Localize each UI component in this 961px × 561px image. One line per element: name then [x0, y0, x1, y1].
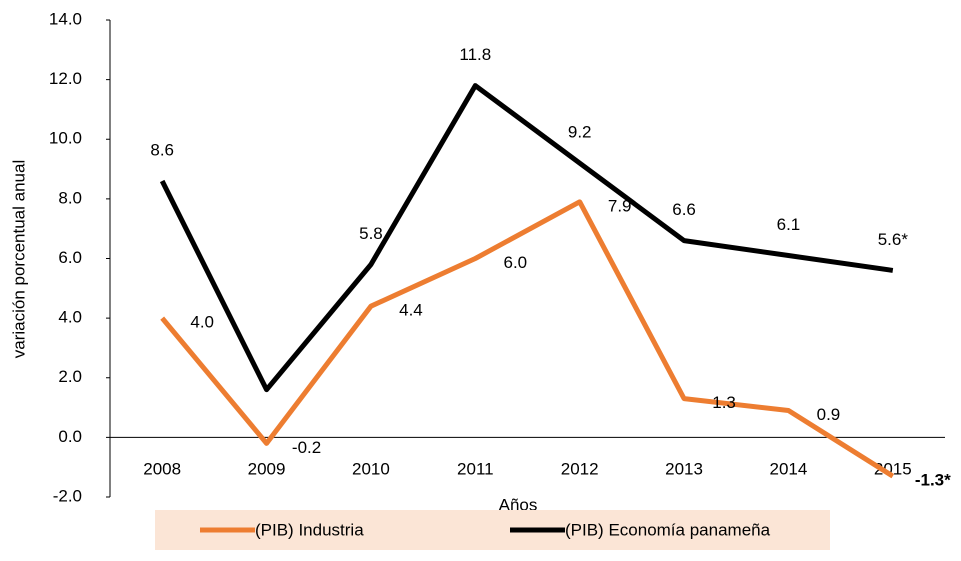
series-line — [159, 83, 894, 393]
series-line — [160, 199, 895, 479]
x-tick-label: 2013 — [665, 459, 703, 478]
x-axis-title: Años — [499, 495, 538, 514]
y-tick-label: 10.0 — [49, 129, 82, 148]
data-label: 8.6 — [150, 140, 174, 159]
data-label: 9.2 — [568, 123, 592, 142]
y-tick-label: 6.0 — [58, 248, 82, 267]
y-tick-label: 0.0 — [58, 427, 82, 446]
data-label: 7.9 — [608, 196, 632, 215]
x-tick-label: 2010 — [352, 459, 390, 478]
y-tick-label: 12.0 — [49, 69, 82, 88]
data-label: 6.6 — [672, 200, 696, 219]
x-tick-label: 2014 — [770, 459, 808, 478]
legend-box — [155, 510, 830, 550]
data-label: -1.3* — [915, 471, 951, 490]
data-label: 0.9 — [817, 405, 841, 424]
y-tick-label: 8.0 — [58, 188, 82, 207]
x-tick-label: 2015 — [874, 459, 912, 478]
legend-label: (PIB) Industria — [255, 520, 364, 539]
data-label: 4.0 — [190, 313, 214, 332]
data-label: -0.2 — [292, 438, 321, 457]
y-tick-label: -2.0 — [53, 486, 82, 505]
x-tick-label: 2008 — [143, 459, 181, 478]
data-label: 6.1 — [777, 215, 801, 234]
data-label: 5.6* — [878, 230, 909, 249]
data-label: 5.8 — [359, 224, 383, 243]
x-tick-label: 2012 — [561, 459, 599, 478]
y-axis-title: variación porcentual anual — [9, 160, 28, 358]
y-tick-label: 4.0 — [58, 308, 82, 327]
x-tick-label: 2011 — [457, 459, 494, 478]
y-tick-label: 2.0 — [58, 367, 82, 386]
x-tick-label: 2009 — [248, 459, 286, 478]
data-label: 6.0 — [503, 253, 527, 272]
legend-label: (PIB) Economía panameña — [565, 520, 771, 539]
y-tick-label: 14.0 — [49, 9, 82, 28]
data-label: 11.8 — [459, 45, 491, 64]
data-label: 1.3 — [712, 393, 736, 412]
data-label: 4.4 — [399, 301, 423, 320]
